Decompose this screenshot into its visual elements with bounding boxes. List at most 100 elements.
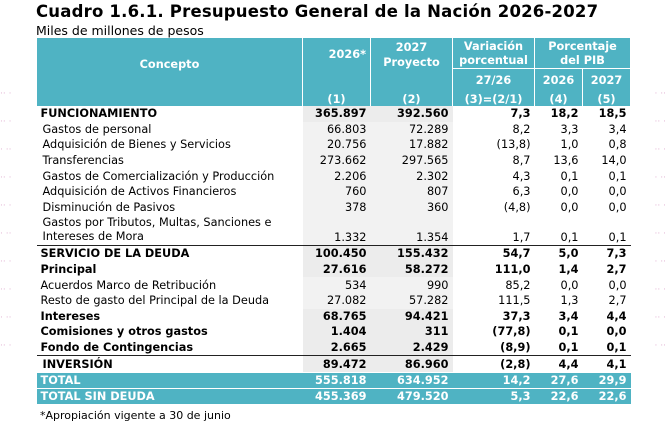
header-index-2: (2): [370, 91, 453, 106]
value-2027: 155.432: [370, 245, 453, 262]
table-footnote: *Apropiación vigente a 30 de junio: [40, 409, 231, 422]
value-2027: 58.272: [370, 261, 453, 278]
value-2027: 2.429: [370, 339, 453, 356]
value-2026: 2.665: [302, 339, 371, 356]
header-index-5: (5): [581, 91, 632, 106]
value-variacion: 4,3: [512, 169, 531, 183]
value-pib-2026: 4,4: [534, 355, 583, 373]
total-label: TOTAL: [36, 371, 303, 389]
table-row: Comisiones y otros gastos 1.404 311 (77,…: [37, 324, 631, 340]
header-pib-2026: 2026: [534, 68, 583, 91]
value-pib-2026: 1,0: [560, 138, 579, 152]
row-label: Gastos de Comercialización y Producción: [42, 169, 275, 183]
header-index-1: (1): [302, 91, 371, 106]
header-2027: 2027 Proyecto: [370, 38, 453, 91]
header-var-27-26: 27/26: [452, 68, 535, 91]
value-2026: 89.472: [302, 355, 371, 373]
table-row: Transferencias 273.662 297.565 8,7 13,6 …: [37, 152, 631, 169]
value-2027: 57.282: [370, 292, 453, 309]
table-row: Resto de gasto del Principal de la Deuda…: [37, 292, 631, 309]
value-variacion: (4,8): [503, 200, 531, 214]
value-pib-2026: 1,4: [558, 263, 579, 277]
total-2026: 555.818: [302, 371, 371, 389]
row-label: Fondo de Contingencias: [40, 341, 194, 355]
table-row: Disminución de Pasivos 378 360 (4,8) 0,0…: [37, 199, 631, 216]
value-2026: 378: [302, 199, 371, 216]
value-variacion: 111,5: [498, 294, 531, 308]
decorative-dots-left: ·· · ·· · · ·· ·· · ·· · · ·· ·· · ·· · · ·· ·· ·: [0, 89, 12, 351]
value-pib-2027: 0,1: [608, 231, 627, 245]
value-pib-2027: 4,1: [582, 355, 631, 373]
value-variacion: (13,8): [496, 138, 531, 152]
value-pib-2026: 0,0: [560, 200, 579, 214]
row-label: Acuerdos Marco de Retribución: [40, 278, 217, 292]
value-pib-2027: 2,7: [606, 263, 627, 277]
header-index-4: (4): [534, 91, 583, 106]
value-pib-2027: 0,0: [608, 278, 627, 292]
row-label: Adquisición de Activos Financieros: [42, 185, 237, 199]
value-pib-2026: 3,4: [558, 309, 579, 323]
table-row: FUNCIONAMIENTO 365.897 392.560 7,3 18,2 …: [37, 106, 631, 122]
value-pib-2027: 0,1: [606, 341, 627, 355]
row-label: Disminución de Pasivos: [42, 200, 176, 214]
table-totals: TOTAL 555.818 634.952 14,2 27,6 29,9 TOT…: [36, 371, 631, 404]
table-row: Gastos por Tributos, Multas, Sanciones e…: [37, 215, 631, 246]
value-variacion: 6,3: [512, 185, 531, 199]
total-2026: 455.369: [302, 387, 371, 404]
header-index-3: (3)=(2/1): [452, 91, 535, 106]
row-label: Intereses: [40, 309, 101, 323]
value-2027: 392.560: [370, 106, 453, 122]
value-2027: 2.302: [370, 168, 453, 184]
table-row: Intereses 68.765 94.421 37,3 3,4 4,4: [37, 308, 631, 325]
value-pib-2027: 4,4: [606, 309, 627, 323]
table-row: Adquisición de Bienes y Servicios 20.756…: [37, 137, 631, 153]
value-variacion: (2,8): [452, 355, 535, 373]
value-pib-2027: 0,0: [606, 325, 627, 339]
value-variacion: 37,3: [502, 309, 531, 323]
value-pib-2026: 0,1: [558, 341, 579, 355]
value-2027: 990: [370, 277, 453, 293]
row-label: Transferencias: [42, 154, 124, 168]
value-variacion: 8,7: [512, 154, 531, 168]
header-porcentaje-pib: Porcentaje del PIB: [533, 38, 632, 69]
row-label: Gastos por Tributos, Multas, Sanciones e…: [42, 216, 272, 244]
value-2027: 72.289: [370, 121, 453, 138]
value-2026: 66.803: [302, 121, 371, 138]
value-2026: 760: [302, 183, 371, 200]
value-variacion: 1,7: [512, 231, 531, 245]
value-2027: 94.421: [370, 308, 453, 325]
value-pib-2026: 0,0: [560, 185, 579, 199]
value-2026: 2.206: [302, 168, 371, 184]
value-pib-2026: 0,1: [560, 231, 579, 245]
table-row: Adquisición de Activos Financieros 760 8…: [37, 183, 631, 200]
value-pib-2027: 7,3: [582, 245, 631, 262]
row-label: Adquisición de Bienes y Servicios: [42, 138, 231, 152]
row-label: SERVICIO DE LA DEUDA: [36, 245, 303, 262]
table-row: Acuerdos Marco de Retribución 534 990 85…: [37, 277, 631, 293]
value-pib-2026: 5,0: [534, 245, 583, 262]
row-label: Comisiones y otros gastos: [40, 325, 208, 339]
table-row: Principal 27.616 58.272 111,0 1,4 2,7: [37, 261, 631, 278]
value-variacion: 85,2: [505, 278, 531, 292]
table-title: Cuadro 1.6.1. Presupuesto General de la …: [36, 2, 599, 21]
table-row: Fondo de Contingencias 2.665 2.429 (8,9)…: [37, 339, 631, 356]
table-row: Gastos de personal 66.803 72.289 8,2 3,3…: [37, 121, 631, 138]
value-2026: 365.897: [302, 106, 371, 122]
total-pib-2027: 22,6: [582, 387, 631, 404]
total-pib-2026: 22,6: [534, 387, 583, 404]
total-2027: 479.520: [370, 387, 453, 404]
row-label: Gastos de personal: [42, 122, 152, 136]
total-label: TOTAL SIN DEUDA: [36, 387, 303, 404]
header-2026: 2026*: [302, 38, 371, 91]
value-pib-2027: 14,0: [601, 154, 627, 168]
row-label: Resto de gasto del Principal de la Deuda: [40, 294, 270, 308]
table-body: FUNCIONAMIENTO 365.897 392.560 7,3 18,2 …: [36, 106, 631, 373]
value-pib-2027: 3,4: [608, 122, 627, 136]
value-variacion: 8,2: [512, 122, 531, 136]
value-2027: 86.960: [370, 355, 453, 373]
header-pib-2027: 2027: [581, 68, 632, 91]
value-pib-2027: 0,8: [608, 138, 627, 152]
value-2026: 27.616: [302, 261, 371, 278]
value-2026: 1.332: [302, 215, 371, 246]
value-2026: 1.404: [302, 324, 371, 340]
